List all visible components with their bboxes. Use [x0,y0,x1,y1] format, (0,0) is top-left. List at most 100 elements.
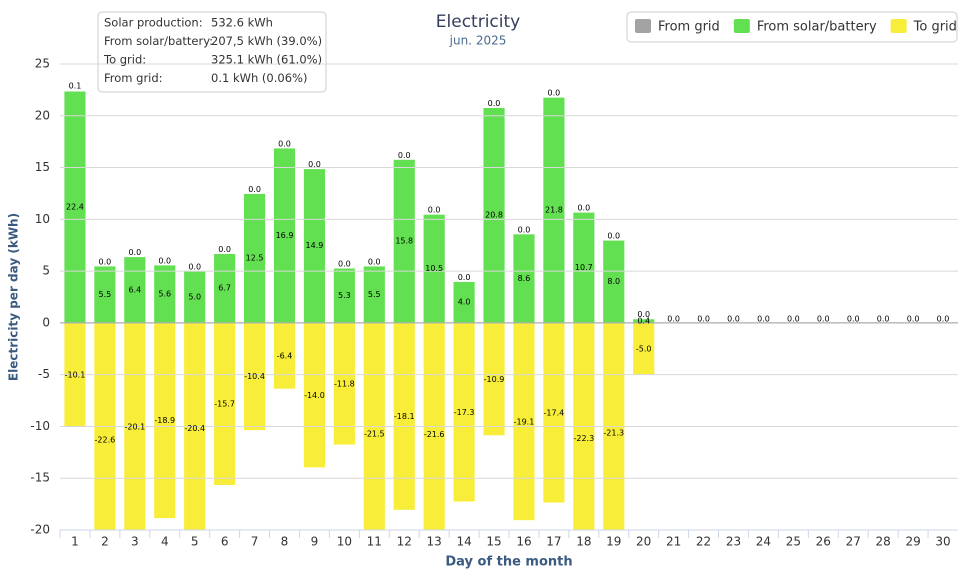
data-label: 22.4 [66,202,84,211]
data-label: 4.0 [458,298,471,307]
data-label: 0.0 [847,314,860,323]
y-tick-label: -10 [30,419,50,433]
data-label: -22.3 [573,434,594,443]
data-label: -6.4 [277,352,293,361]
data-label: -14.0 [304,391,325,400]
x-tick-label: 27 [846,535,861,549]
data-label: -18.9 [154,416,175,425]
data-label: 0.0 [518,225,531,234]
data-label: -19.1 [514,417,535,426]
data-label: 0.0 [667,314,680,323]
x-tick-label: 12 [397,535,412,549]
y-tick-label: 5 [42,264,50,278]
info-value: 0.1 kWh (0.06%) [211,71,307,85]
x-tick-label: 26 [816,535,831,549]
info-label: Solar production: [104,16,203,30]
x-tick-label: 8 [281,535,289,549]
legend-swatch [733,19,750,33]
x-tick-label: 3 [131,535,139,549]
data-label: 0.0 [278,139,291,148]
data-label: 0.0 [787,314,800,323]
data-label: 0.0 [817,314,830,323]
data-label: -15.7 [214,400,235,409]
x-tick-label: 19 [606,535,621,549]
x-tick-label: 9 [311,535,319,549]
data-label: 0.0 [697,314,710,323]
data-label: 0.0 [907,314,920,323]
data-label: 20.8 [485,211,503,220]
data-label: 10.7 [575,263,593,272]
x-tick-label: 16 [516,535,531,549]
x-tick-label: 14 [456,535,471,549]
data-label: 14.9 [306,241,324,250]
x-tick-label: 13 [427,535,442,549]
x-tick-label: 5 [191,535,199,549]
data-label: 0.0 [637,310,650,319]
data-label: 0.0 [877,314,890,323]
x-tick-label: 11 [367,535,382,549]
data-label: 0.0 [398,151,411,160]
data-label: -10.9 [484,375,505,384]
x-tick-label: 6 [221,535,229,549]
data-label: 0.0 [757,314,770,323]
data-label: 0.0 [248,185,261,194]
plot-area [63,89,656,530]
data-label: 0.0 [188,263,201,272]
data-label: 0.0 [218,245,231,254]
data-label: -10.4 [244,372,265,381]
data-label: 0.0 [727,314,740,323]
x-tick-label: 18 [576,535,591,549]
legend-box [626,11,958,43]
data-label: 0.0 [548,89,561,98]
data-label: -5.0 [636,344,652,353]
chart-subtitle: jun. 2025 [449,34,507,48]
x-tick-label: 21 [666,535,681,549]
info-value: 532.6 kWh [211,16,273,30]
info-value: 325.1 kWh (61.0%) [211,53,322,67]
data-label: 16.9 [276,231,294,240]
x-tick-label: 15 [486,535,501,549]
data-label: -21.6 [424,430,445,439]
data-label: 8.6 [518,274,531,283]
x-tick-label: 23 [726,535,741,549]
info-value: 207,5 kWh (39.0%) [211,34,322,48]
data-label: 5.6 [158,289,171,298]
info-label: From solar/battery: [104,34,213,48]
data-label: -20.4 [184,424,205,433]
x-tick-label: 25 [786,535,801,549]
y-tick-label: -20 [30,523,50,537]
x-tick-label: 4 [161,535,169,549]
data-label: 0.0 [368,257,381,266]
y-tick-label: 25 [35,57,50,71]
y-tick-label: -5 [38,367,50,381]
data-label: -21.5 [364,430,385,439]
x-tick-label: 22 [696,535,711,549]
legend-swatch [890,19,907,33]
data-label: 6.4 [128,285,141,294]
data-label: 21.8 [545,206,563,215]
x-tick-label: 10 [337,535,352,549]
data-label: 5.0 [188,293,201,302]
x-tick-label: 28 [876,535,891,549]
y-tick-label: 20 [35,108,50,122]
data-label: 0.1 [69,81,82,90]
y-tick-label: 15 [35,160,50,174]
data-label: 0.0 [607,232,620,241]
x-tick-label: 20 [636,535,651,549]
legend-label: To grid [913,20,957,35]
data-label: 12.5 [246,254,264,263]
y-tick-label: -15 [30,471,50,485]
x-axis-title: Day of the month [445,555,572,570]
data-label: -17.3 [454,408,475,417]
data-label: -21.3 [603,429,624,438]
data-label: 0.0 [488,99,501,108]
data-label: 5.5 [368,290,381,299]
data-label: -18.1 [394,412,415,421]
data-label: -11.8 [334,379,355,388]
x-tick-label: 30 [935,535,950,549]
legend-label: From grid [658,20,720,35]
data-label: 0.0 [158,256,171,265]
data-label: 5.5 [99,290,112,299]
x-tick-label: 29 [905,535,920,549]
